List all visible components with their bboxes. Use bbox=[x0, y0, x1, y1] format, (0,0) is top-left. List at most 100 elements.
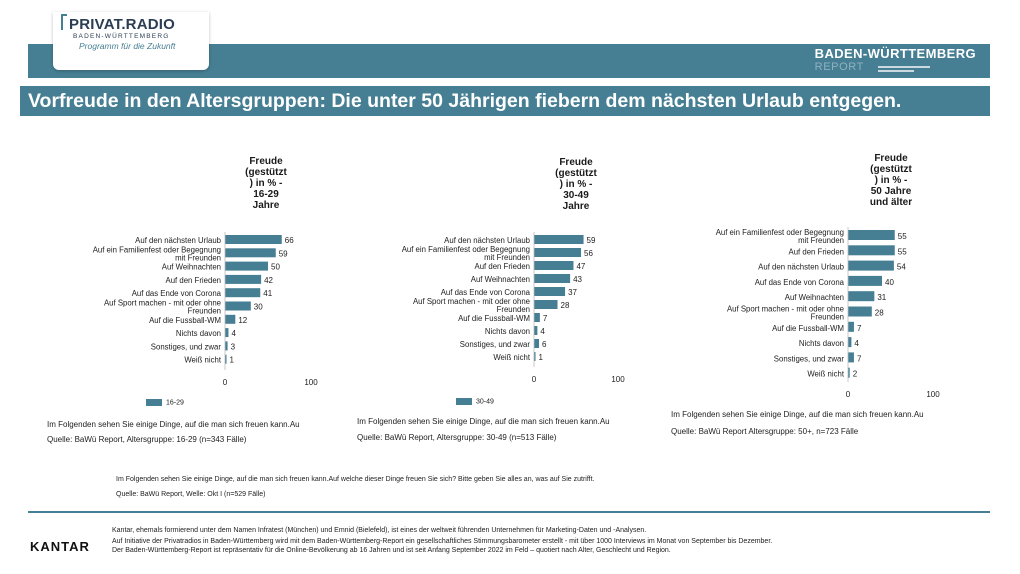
report-brand: BADEN-WÜRTTEMBERG REPORT bbox=[815, 46, 976, 73]
category-label: Freunden bbox=[188, 307, 221, 316]
bar-value-label: 12 bbox=[238, 316, 247, 325]
x-tick-label: 100 bbox=[926, 390, 940, 399]
category-label: Auf Weihnachten bbox=[162, 263, 221, 272]
bar bbox=[534, 261, 574, 270]
category-label: Nichts davon bbox=[485, 327, 530, 336]
footer-line-3: Der Baden-Württemberg-Report ist repräse… bbox=[112, 547, 671, 554]
privat-radio-logo: PRIVAT.RADIO BADEN-WÜRTTEMBERG Programm … bbox=[53, 12, 209, 70]
bar-value-label: 37 bbox=[568, 288, 577, 297]
chart-1-title-line: ) in % - bbox=[249, 178, 283, 189]
bar bbox=[848, 291, 875, 302]
bar-value-label: 7 bbox=[543, 314, 548, 323]
category-label: Nichts davon bbox=[799, 339, 844, 348]
bar bbox=[848, 275, 882, 286]
category-label: Auf Weihnachten bbox=[785, 293, 844, 302]
chart-2-title-line: ) in % - bbox=[559, 179, 593, 190]
footer-line-2: Auf Initiative der Privatradios in Baden… bbox=[112, 538, 773, 545]
bar-value-label: 55 bbox=[898, 232, 907, 241]
category-label: mit Freunden bbox=[175, 253, 221, 262]
bar bbox=[848, 367, 850, 378]
category-label: Weiß nicht bbox=[493, 353, 531, 362]
category-label: Auf das Ende von Corona bbox=[441, 288, 531, 297]
bar bbox=[534, 352, 536, 361]
logo-subtitle: BADEN-WÜRTTEMBERG bbox=[73, 33, 170, 40]
footer-divider bbox=[28, 511, 990, 513]
category-label: Auf den nächsten Urlaub bbox=[135, 236, 221, 245]
category-label: Freunden bbox=[497, 305, 530, 314]
chart-2-title-line: (gestützt bbox=[555, 168, 597, 179]
chart-2-source: Quelle: BaWü Report, Altersgruppe: 30-49… bbox=[357, 433, 557, 442]
bar bbox=[225, 274, 262, 284]
bar-value-label: 41 bbox=[263, 289, 272, 298]
bar bbox=[848, 337, 852, 348]
category-label: Auf das Ende von Corona bbox=[132, 289, 222, 298]
category-label: Auf den Frieden bbox=[789, 247, 844, 256]
bar bbox=[534, 274, 571, 283]
legend-label: 30-49 bbox=[476, 398, 494, 406]
bar-value-label: 42 bbox=[264, 276, 273, 285]
category-label: Auf Sport machen - mit oder ohne bbox=[727, 305, 844, 314]
chart-3-title-line: Freude bbox=[874, 153, 908, 164]
category-label: Sonstiges, und zwar bbox=[151, 342, 222, 351]
report-brand-title: BADEN-WÜRTTEMBERG bbox=[814, 46, 976, 61]
bar bbox=[848, 306, 872, 317]
legend-label: 16-29 bbox=[166, 399, 184, 407]
bar-value-label: 30 bbox=[254, 303, 263, 312]
chart-1-legend: 16-29 bbox=[146, 399, 184, 406]
bar bbox=[225, 248, 276, 258]
bar bbox=[848, 230, 895, 240]
bar bbox=[848, 245, 895, 256]
category-label: Auf Weihnachten bbox=[471, 275, 530, 284]
bar-value-label: 66 bbox=[285, 236, 294, 245]
chart-2-title-line: Freude bbox=[559, 157, 593, 168]
bar-value-label: 7 bbox=[857, 354, 862, 363]
bar-value-label: 31 bbox=[877, 293, 886, 302]
bar-value-label: 6 bbox=[542, 340, 547, 349]
category-label: Weiß nicht bbox=[184, 356, 222, 365]
category-label: Auf Sport machen - mit oder ohne bbox=[104, 299, 221, 308]
bar bbox=[225, 314, 236, 324]
x-tick-label: 100 bbox=[611, 375, 625, 384]
category-label: Auf ein Familienfest oder Begegnung bbox=[402, 245, 530, 254]
bar bbox=[534, 339, 540, 348]
category-label: Auf Sport machen - mit oder ohne bbox=[413, 297, 530, 306]
x-tick-label: 0 bbox=[223, 378, 228, 387]
report-bars-icon bbox=[877, 66, 930, 74]
category-label: Auf den Frieden bbox=[166, 276, 221, 285]
legend-swatch bbox=[456, 398, 472, 405]
bar-value-label: 50 bbox=[271, 263, 280, 272]
logo-tagline: Programm für die Zukunft bbox=[79, 41, 176, 51]
logo-bracket-icon bbox=[61, 14, 67, 30]
bar bbox=[225, 341, 228, 351]
bar bbox=[848, 321, 854, 332]
bar-value-label: 40 bbox=[885, 278, 894, 287]
report-brand-subtitle: REPORT bbox=[814, 61, 864, 73]
category-label: Auf den nächsten Urlaub bbox=[444, 236, 530, 245]
bar bbox=[848, 260, 894, 271]
chart-1-title-line: 16-29 bbox=[253, 189, 279, 200]
bar bbox=[225, 235, 282, 244]
category-label: mit Freunden bbox=[798, 236, 844, 245]
category-label: Auf die Fussball-WM bbox=[772, 324, 844, 333]
category-label: Sonstiges, und zwar bbox=[460, 340, 531, 349]
category-label: Auf den nächsten Urlaub bbox=[758, 263, 844, 272]
headline-bar bbox=[20, 86, 990, 116]
bar bbox=[534, 248, 582, 257]
x-tick-label: 0 bbox=[846, 390, 851, 399]
chart-3-title-line: ) in % - bbox=[874, 175, 908, 186]
bar-value-label: 3 bbox=[231, 342, 236, 351]
logo-title: PRIVAT.RADIO bbox=[69, 16, 176, 33]
bar bbox=[225, 288, 261, 298]
category-label: Weiß nicht bbox=[807, 370, 845, 379]
bar bbox=[225, 328, 229, 338]
bar-value-label: 47 bbox=[576, 262, 585, 271]
chart-3-question: Im Folgenden sehen Sie einige Dinge, auf… bbox=[671, 410, 924, 419]
bar bbox=[534, 300, 558, 309]
category-label: Auf die Fussball-WM bbox=[149, 316, 221, 325]
chart-3-title: Freude (gestützt ) in % - 50 Jahre und ä… bbox=[862, 153, 920, 208]
bar bbox=[225, 301, 251, 311]
chart-3-title-line: und älter bbox=[869, 197, 913, 208]
